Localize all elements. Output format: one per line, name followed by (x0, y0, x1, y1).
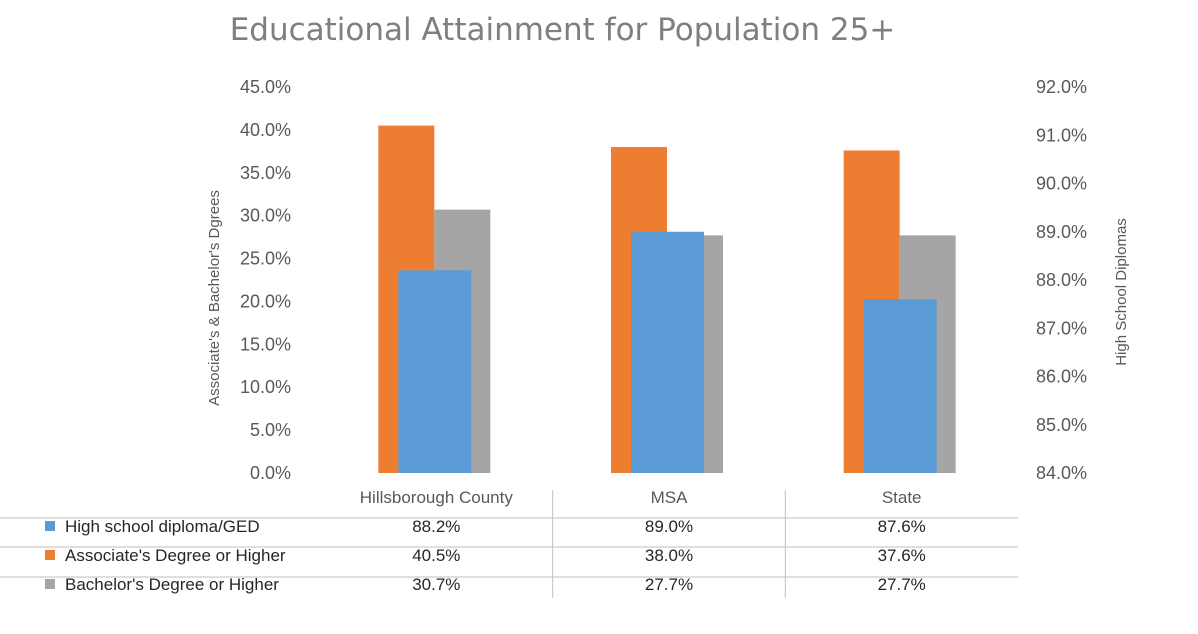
left-tick-label: 35.0% (240, 163, 291, 183)
right-tick-label: 85.0% (1036, 415, 1087, 435)
table-cell: 89.0% (645, 517, 693, 536)
right-tick-label: 92.0% (1036, 77, 1087, 97)
bar-high-school (398, 270, 472, 473)
left-tick-label: 25.0% (240, 249, 291, 269)
legend-swatch (45, 550, 55, 560)
chart-title: Educational Attainment for Population 25… (229, 12, 896, 48)
bar-high-school (863, 299, 937, 473)
category-label: State (882, 488, 922, 507)
right-tick-label: 86.0% (1036, 367, 1087, 387)
table-cell: 40.5% (412, 546, 460, 565)
left-tick-label: 5.0% (250, 420, 291, 440)
legend-label: High school diploma/GED (65, 517, 260, 536)
right-tick-label: 89.0% (1036, 222, 1087, 242)
right-tick-label: 91.0% (1036, 125, 1087, 145)
left-axis-ticks: 0.0% 5.0% 10.0% 15.0% 20.0% 25.0% 30.0% 35.0% 40… (240, 77, 291, 483)
left-axis-title: Associate's & Bachelor's Dgrees (206, 190, 223, 406)
table-cell: 37.6% (878, 546, 926, 565)
table-cell: 88.2% (412, 517, 460, 536)
right-axis-title: High School Diplomas (1113, 218, 1130, 366)
table-cell: 27.7% (878, 575, 926, 594)
category-label: MSA (651, 488, 689, 507)
right-tick-label: 84.0% (1036, 463, 1087, 483)
legend-label: Bachelor's Degree or Higher (65, 575, 279, 594)
table-cell: 38.0% (645, 546, 693, 565)
table-cell: 27.7% (645, 575, 693, 594)
legend-swatch (45, 521, 55, 531)
left-tick-label: 40.0% (240, 120, 291, 140)
right-axis-ticks: 84.0% 85.0% 86.0% 87.0% 88.0% 89.0% 90.0% 91.0%… (1036, 77, 1087, 483)
left-tick-label: 45.0% (240, 77, 291, 97)
left-tick-label: 0.0% (250, 463, 291, 483)
right-tick-label: 87.0% (1036, 318, 1087, 338)
right-tick-label: 90.0% (1036, 174, 1087, 194)
legend-swatch (45, 579, 55, 589)
legend-label: Associate's Degree or Higher (65, 546, 286, 565)
table-cell: 30.7% (412, 575, 460, 594)
left-tick-label: 20.0% (240, 291, 291, 311)
table-cell: 87.6% (878, 517, 926, 536)
category-label: Hillsborough County (360, 488, 514, 507)
bar-high-school (631, 231, 704, 473)
bars (378, 125, 956, 474)
left-tick-label: 30.0% (240, 206, 291, 226)
left-tick-label: 10.0% (240, 377, 291, 397)
right-tick-label: 88.0% (1036, 270, 1087, 290)
data-table: Hillsborough County MSA State High school d… (0, 488, 1018, 598)
left-tick-label: 15.0% (240, 334, 291, 354)
